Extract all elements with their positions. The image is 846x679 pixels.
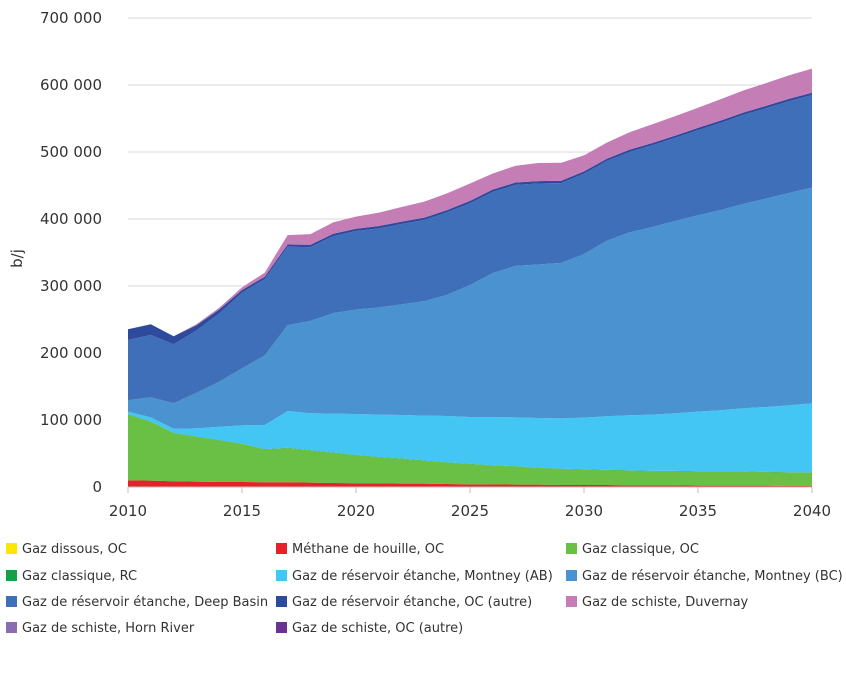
legend-item: Gaz de schiste, Horn River — [6, 621, 195, 636]
legend-label: Méthane de houille, OC — [292, 542, 444, 557]
legend-label: Gaz de schiste, OC (autre) — [292, 621, 463, 636]
legend-swatch — [6, 543, 17, 554]
x-tick-label: 2030 — [565, 502, 603, 520]
legend-label: Gaz classique, RC — [22, 569, 137, 584]
area-series-1 — [128, 480, 812, 487]
y-tick-label: 500 000 — [40, 143, 102, 161]
legend-item: Gaz de schiste, OC (autre) — [276, 621, 463, 636]
axis-layer: 0 100 000 200 000 300 000 400 000 500 000 600 … — [40, 9, 831, 520]
legend-item: Gaz de réservoir étanche, Montney (BC) — [566, 569, 843, 584]
y-tick-label: 0 — [92, 478, 102, 496]
legend-label: Gaz de schiste, Horn River — [22, 621, 195, 636]
legend-swatch — [566, 570, 577, 581]
y-tick-label: 300 000 — [40, 277, 102, 295]
legend-label: Gaz de réservoir étanche, Montney (BC) — [582, 569, 843, 584]
area-series-5 — [128, 187, 812, 429]
legend-swatch — [276, 570, 287, 581]
legend-item: Gaz de schiste, Duvernay — [566, 595, 749, 610]
area-series-6 — [128, 95, 812, 404]
legend-swatch — [566, 543, 577, 554]
legend-item: Gaz de réservoir étanche, OC (autre) — [276, 595, 532, 610]
legend: Gaz dissous, OC Méthane de houille, OC Gaz… — [6, 542, 843, 636]
legend-swatch — [6, 596, 17, 607]
legend-swatch — [566, 596, 577, 607]
legend-label: Gaz dissous, OC — [22, 542, 127, 557]
legend-label: Gaz de schiste, Duvernay — [582, 595, 749, 610]
x-tick-label: 2025 — [451, 502, 489, 520]
legend-swatch — [276, 596, 287, 607]
x-tick-label: 2015 — [223, 502, 261, 520]
y-tick-label: 600 000 — [40, 76, 102, 94]
x-tick-label: 2035 — [679, 502, 717, 520]
x-tick-label: 2010 — [109, 502, 147, 520]
x-tick-label: 2020 — [337, 502, 375, 520]
legend-swatch — [276, 622, 287, 633]
y-tick-label: 200 000 — [40, 344, 102, 362]
legend-label: Gaz de réservoir étanche, OC (autre) — [292, 595, 532, 610]
y-tick-label: 400 000 — [40, 210, 102, 228]
legend-label: Gaz de réservoir étanche, Deep Basin — [22, 595, 268, 610]
area-series-2 — [128, 414, 812, 486]
area-layer — [128, 68, 812, 487]
legend-item: Méthane de houille, OC — [276, 542, 444, 557]
legend-item: Gaz classique, OC — [566, 542, 699, 557]
x-tick-label: 2040 — [793, 502, 831, 520]
legend-label: Gaz de réservoir étanche, Montney (AB) — [292, 569, 553, 584]
legend-swatch — [6, 570, 17, 581]
legend-item: Gaz de réservoir étanche, Deep Basin — [6, 595, 268, 610]
area-series-8 — [128, 68, 812, 337]
area-series-4 — [128, 403, 812, 473]
legend-label: Gaz classique, OC — [582, 542, 699, 557]
legend-swatch — [276, 543, 287, 554]
y-tick-label: 100 000 — [40, 411, 102, 429]
legend-swatch — [6, 622, 17, 633]
legend-item: Gaz dissous, OC — [6, 542, 127, 557]
legend-item: Gaz de réservoir étanche, Montney (AB) — [276, 569, 553, 584]
legend-item: Gaz classique, RC — [6, 569, 137, 584]
y-tick-label: 700 000 — [40, 9, 102, 27]
y-axis-label: b/j — [8, 249, 26, 268]
